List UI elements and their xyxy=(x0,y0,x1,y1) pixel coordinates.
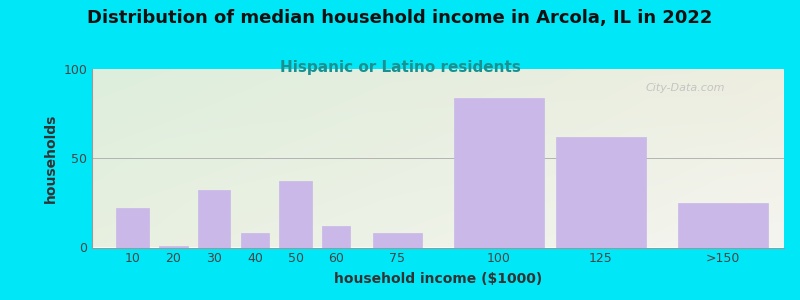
X-axis label: household income ($1000): household income ($1000) xyxy=(334,272,542,286)
Bar xyxy=(279,182,312,248)
Bar xyxy=(678,203,768,248)
Bar xyxy=(556,137,646,248)
Bar xyxy=(373,233,422,247)
Text: Distribution of median household income in Arcola, IL in 2022: Distribution of median household income … xyxy=(87,9,713,27)
Text: Hispanic or Latino residents: Hispanic or Latino residents xyxy=(279,60,521,75)
Y-axis label: households: households xyxy=(44,114,58,203)
Bar xyxy=(454,98,544,247)
Bar xyxy=(198,190,230,248)
Bar xyxy=(322,226,350,247)
Bar xyxy=(241,233,269,247)
Bar xyxy=(117,208,149,248)
Text: City-Data.com: City-Data.com xyxy=(646,83,725,93)
Bar xyxy=(159,246,188,248)
